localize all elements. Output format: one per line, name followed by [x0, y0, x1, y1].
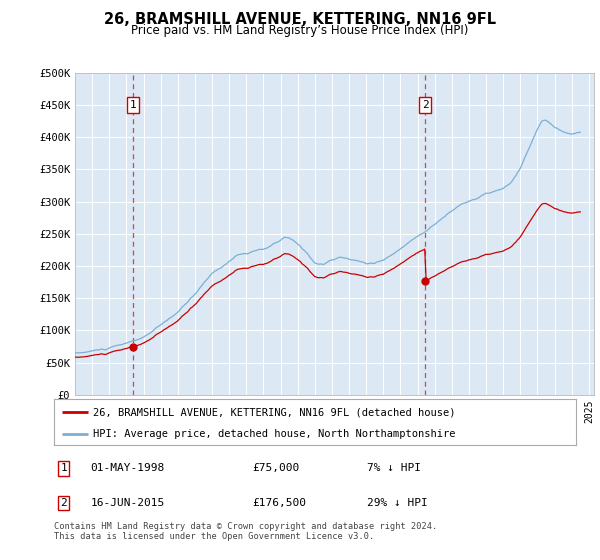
Text: 29% ↓ HPI: 29% ↓ HPI: [367, 498, 428, 508]
Text: 26, BRAMSHILL AVENUE, KETTERING, NN16 9FL (detached house): 26, BRAMSHILL AVENUE, KETTERING, NN16 9F…: [93, 407, 455, 417]
Text: 01-MAY-1998: 01-MAY-1998: [91, 463, 165, 473]
Text: Price paid vs. HM Land Registry’s House Price Index (HPI): Price paid vs. HM Land Registry’s House …: [131, 24, 469, 37]
Text: Contains HM Land Registry data © Crown copyright and database right 2024.
This d: Contains HM Land Registry data © Crown c…: [54, 522, 437, 542]
Text: £176,500: £176,500: [253, 498, 307, 508]
Text: 1: 1: [130, 100, 136, 110]
Text: £75,000: £75,000: [253, 463, 299, 473]
Text: 2: 2: [422, 100, 428, 110]
Text: 26, BRAMSHILL AVENUE, KETTERING, NN16 9FL: 26, BRAMSHILL AVENUE, KETTERING, NN16 9F…: [104, 12, 496, 27]
Text: HPI: Average price, detached house, North Northamptonshire: HPI: Average price, detached house, Nort…: [93, 429, 455, 438]
Text: 7% ↓ HPI: 7% ↓ HPI: [367, 463, 421, 473]
Text: 1: 1: [60, 463, 67, 473]
Text: 2: 2: [60, 498, 67, 508]
Text: 16-JUN-2015: 16-JUN-2015: [91, 498, 165, 508]
